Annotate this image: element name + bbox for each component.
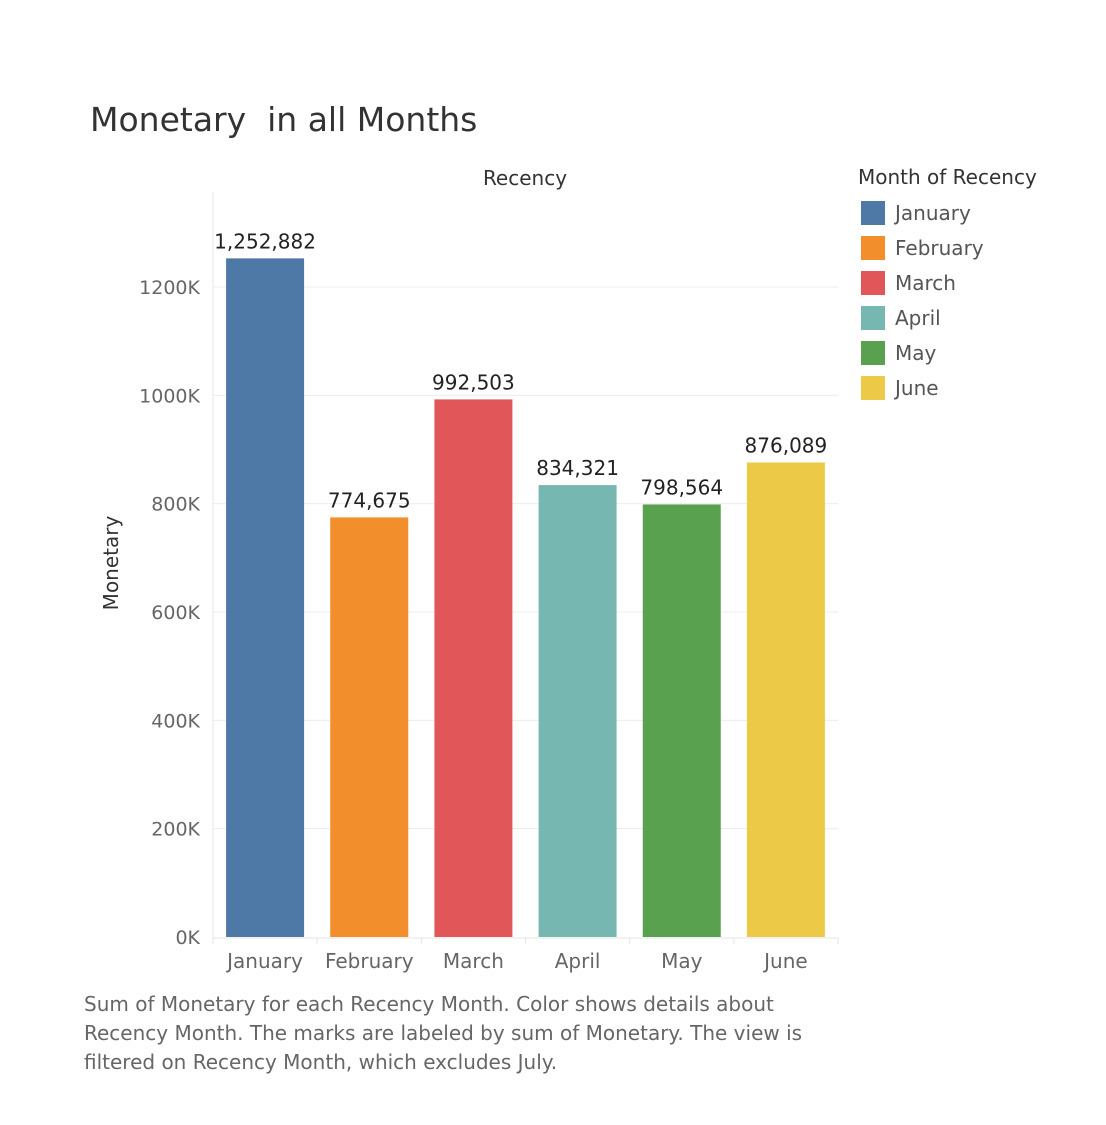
data-label: 876,089 [745,433,828,457]
legend-items: January February March April May June [858,195,1037,405]
x-tick-label: January [225,949,303,973]
bar-may [642,504,721,937]
bar-june [746,462,825,937]
y-tick-label: 600K [151,602,200,624]
legend-item: April [858,300,1037,335]
legend-swatch [861,305,885,330]
bar-february [330,517,409,937]
y-axis-label: Monetary [99,516,123,611]
legend-item: June [858,370,1037,405]
caption: Sum of Monetary for each Recency Month. … [84,992,803,1074]
y-tick-label: 800K [151,494,200,516]
axes [212,192,839,944]
legend-swatch [861,375,885,400]
legend-swatch [861,340,885,365]
bar-january [226,258,305,937]
data-label: 798,564 [640,475,723,499]
data-labels: 1,252,882 774,675 992,503 834,321 798,564 876… [214,229,827,512]
legend-label: May [895,340,937,365]
bars [226,258,825,938]
legend-label: June [895,375,939,400]
y-tick-label: 1000K [139,385,200,407]
data-label: 1,252,882 [214,229,316,253]
y-tick-label: 0K [175,927,200,949]
legend-label: April [895,305,941,330]
legend-item: May [858,335,1037,370]
bar-april [538,485,617,937]
gridlines [213,286,838,830]
y-tick-labels: 0K 200K 400K 600K 800K 1000K 1200K [139,277,200,949]
data-label: 992,503 [432,370,515,394]
legend-swatch [861,270,885,295]
legend-item: March [858,265,1037,300]
data-label: 834,321 [536,456,619,480]
bar-march [434,399,513,938]
legend-swatch [861,235,885,260]
legend-label: March [895,270,956,295]
y-tick-label: 400K [151,710,200,732]
legend-item: January [858,195,1037,230]
chart-title: Monetary in all Months [90,100,478,139]
x-tick-labels: January February March April May June [225,949,808,973]
data-label: 774,675 [328,488,411,512]
column-header: Recency [483,166,567,190]
legend-item: February [858,230,1037,265]
legend-title: Month of Recency [858,165,1037,189]
x-tick-label: March [443,949,504,973]
legend-swatch [861,200,885,225]
x-tick-label: June [762,949,808,973]
legend-label: February [895,235,984,260]
legend-label: January [895,200,971,225]
y-tick-label: 1200K [139,277,200,299]
x-tick-label: April [555,949,601,973]
x-tick-label: May [661,949,703,973]
x-tick-label: February [325,949,414,973]
y-tick-label: 200K [151,819,200,841]
legend: Month of Recency January February March Apr… [858,165,1037,405]
